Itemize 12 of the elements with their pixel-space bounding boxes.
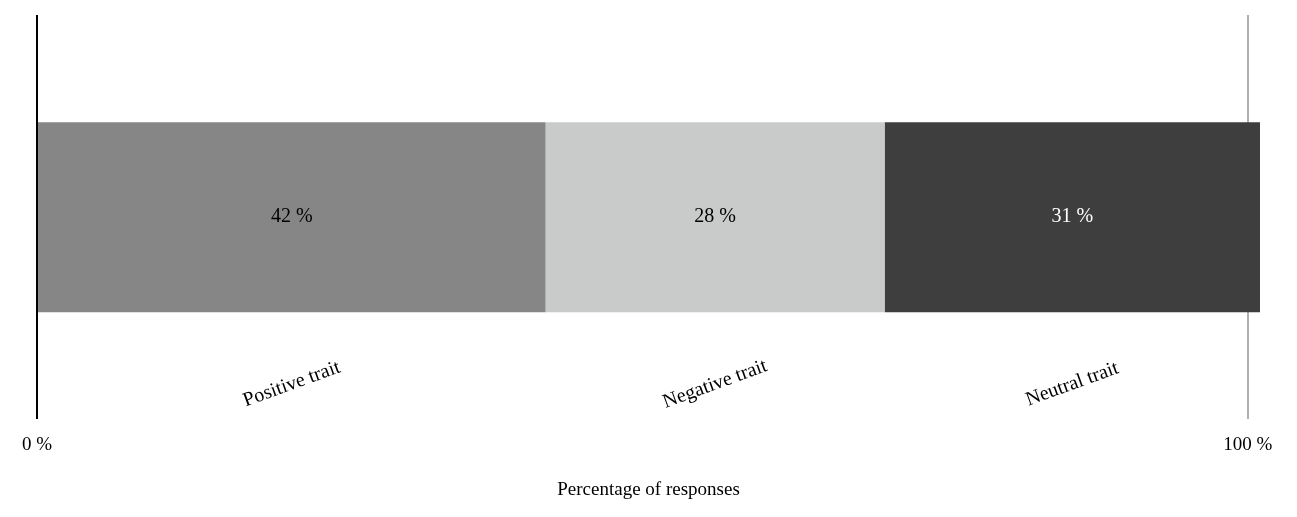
x-tick-label: 100 % — [1223, 432, 1273, 454]
bar — [38, 122, 546, 313]
text: Positive trait — [239, 354, 344, 411]
x-tick-label: 0 % — [22, 432, 53, 454]
data-label: 28 % — [694, 204, 736, 227]
data-label: 31 % — [1051, 204, 1094, 227]
text: Neutral trait — [1022, 355, 1122, 410]
text: Negative trait — [659, 353, 771, 413]
data-label: 42 % — [270, 204, 313, 227]
bar — [884, 122, 1260, 313]
x-axis-title: Percentage of responses — [557, 477, 740, 499]
bar — [545, 122, 885, 313]
